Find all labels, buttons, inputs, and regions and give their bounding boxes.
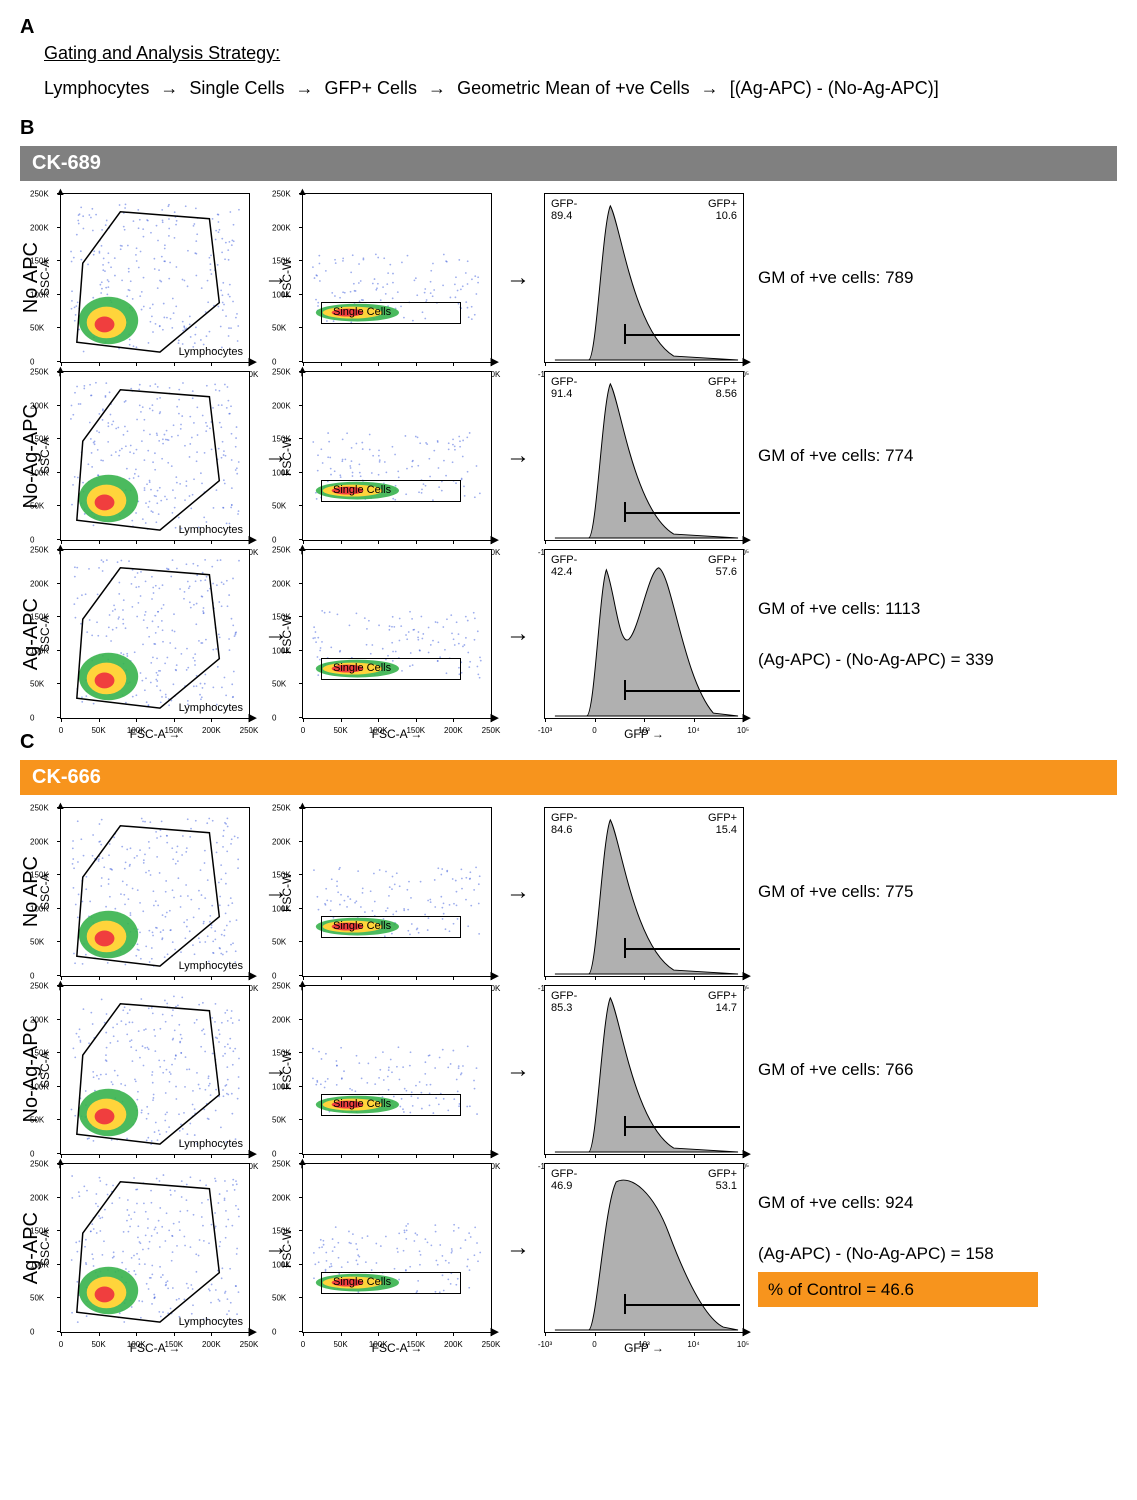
arrow-icon: → [506, 620, 530, 648]
scatter-lymphocytes: Lymphocytes 050K100K150K200K250K 050K100… [60, 549, 250, 719]
panel-letter-a: A [20, 16, 34, 38]
arrow-icon: → [506, 442, 530, 470]
scatter-lymphocytes: Lymphocytes 050K100K150K200K250K 050K100… [60, 1163, 250, 1333]
arrow-icon: → [295, 78, 313, 99]
histogram-gfp: GFP-91.4 GFP+8.56 -10³010³10⁴10⁵ ▶ GFP → [544, 371, 744, 541]
panel-a: A Gating and Analysis Strategy: Lymphocy… [20, 16, 1117, 99]
strategy-step: Single Cells [189, 78, 284, 98]
section-header: CK-666 [20, 760, 1117, 795]
sections-container: B CK-689 No APC Lymphocytes 050K100K150K… [20, 117, 1117, 1345]
scatter-lymphocytes: Lymphocytes 050K100K150K200K250K 050K100… [60, 985, 250, 1155]
scatter-lymphocytes: Lymphocytes 050K100K150K200K250K 050K100… [60, 807, 250, 977]
scatter-singlecells: Single Cells 050K100K150K200K250K 050K10… [302, 807, 492, 977]
panel-letter: C [20, 731, 34, 753]
histogram-gfp: GFP-89.4 GFP+10.6 -10³010³10⁴10⁵ ▶ GFP → [544, 193, 744, 363]
histogram-gfp: GFP-42.4 GFP+57.6 -10³010³10⁴10⁵ ▶ GFP → [544, 549, 744, 719]
row-readout: GM of +ve cells: 766 [758, 1056, 1117, 1083]
facs-row: Ag-APC Lymphocytes 050K100K150K200K250K … [20, 1163, 1117, 1333]
gm-value: GM of +ve cells: 789 [758, 264, 1117, 291]
gm-value: GM of +ve cells: 775 [758, 878, 1117, 905]
row-readout: GM of +ve cells: 774 [758, 442, 1117, 469]
strategy-step: [(Ag-APC) - (No-Ag-APC)] [730, 78, 939, 98]
gm-value: GM of +ve cells: 924 [758, 1189, 1117, 1216]
row-readout: GM of +ve cells: 789 [758, 264, 1117, 291]
strategy-steps: Lymphocytes → Single Cells → GFP+ Cells … [44, 78, 1117, 99]
scatter-singlecells: Single Cells 050K100K150K200K250K 050K10… [302, 985, 492, 1155]
arrow-icon: → [506, 1234, 530, 1262]
arrow-icon: → [506, 1056, 530, 1084]
arrow-icon: → [506, 878, 530, 906]
strategy-step: Geometric Mean of +ve Cells [457, 78, 690, 98]
facs-row: No APC Lymphocytes 050K100K150K200K250K … [20, 807, 1117, 977]
panel-b: B CK-689 No APC Lymphocytes 050K100K150K… [20, 117, 1117, 731]
strategy-step: Lymphocytes [44, 78, 149, 98]
scatter-singlecells: Single Cells 050K100K150K200K250K 050K10… [302, 371, 492, 541]
strategy-title: Gating and Analysis Strategy: [44, 43, 280, 63]
gm-value: GM of +ve cells: 1113 [758, 595, 1117, 622]
diff-result: (Ag-APC) - (No-Ag-APC) = 339 [758, 646, 1117, 673]
facs-row: Ag-APC Lymphocytes 050K100K150K200K250K … [20, 549, 1117, 719]
row-readout: GM of +ve cells: 924 (Ag-APC) - (No-Ag-A… [758, 1189, 1117, 1307]
histogram-gfp: GFP-85.3 GFP+14.7 -10³010³10⁴10⁵ ▶ GFP → [544, 985, 744, 1155]
arrow-icon: → [428, 78, 446, 99]
histogram-gfp: GFP-84.6 GFP+15.4 -10³010³10⁴10⁵ ▶ GFP → [544, 807, 744, 977]
section-header: CK-689 [20, 146, 1117, 181]
arrow-icon: → [701, 78, 719, 99]
arrow-icon: → [160, 78, 178, 99]
gm-value: GM of +ve cells: 766 [758, 1056, 1117, 1083]
scatter-lymphocytes: Lymphocytes 050K100K150K200K250K 050K100… [60, 193, 250, 363]
scatter-singlecells: Single Cells 050K100K150K200K250K 050K10… [302, 549, 492, 719]
diff-result: (Ag-APC) - (No-Ag-APC) = 158 [758, 1240, 1117, 1267]
arrow-icon: → [506, 264, 530, 292]
facs-row: No APC Lymphocytes 050K100K150K200K250K … [20, 193, 1117, 363]
facs-row: No-Ag-APC Lymphocytes 050K100K150K200K25… [20, 371, 1117, 541]
pct-of-control: % of Control = 46.6 [758, 1272, 1038, 1307]
scatter-singlecells: Single Cells 050K100K150K200K250K 050K10… [302, 1163, 492, 1333]
histogram-gfp: GFP-46.9 GFP+53.1 -10³010³10⁴10⁵ ▶ GFP → [544, 1163, 744, 1333]
scatter-lymphocytes: Lymphocytes 050K100K150K200K250K 050K100… [60, 371, 250, 541]
scatter-singlecells: Single Cells 050K100K150K200K250K 050K10… [302, 193, 492, 363]
strategy-step: GFP+ Cells [325, 78, 418, 98]
gm-value: GM of +ve cells: 774 [758, 442, 1117, 469]
row-readout: GM of +ve cells: 775 [758, 878, 1117, 905]
panel-c: C CK-666 No APC Lymphocytes 050K100K150K… [20, 731, 1117, 1345]
panel-letter: B [20, 117, 34, 139]
facs-row: No-Ag-APC Lymphocytes 050K100K150K200K25… [20, 985, 1117, 1155]
row-readout: GM of +ve cells: 1113 (Ag-APC) - (No-Ag-… [758, 595, 1117, 673]
